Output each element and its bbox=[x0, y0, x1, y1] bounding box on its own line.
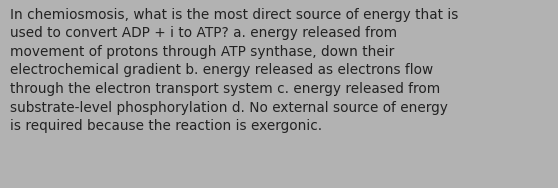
Text: In chemiosmosis, what is the most direct source of energy that is
used to conver: In chemiosmosis, what is the most direct… bbox=[10, 8, 459, 133]
